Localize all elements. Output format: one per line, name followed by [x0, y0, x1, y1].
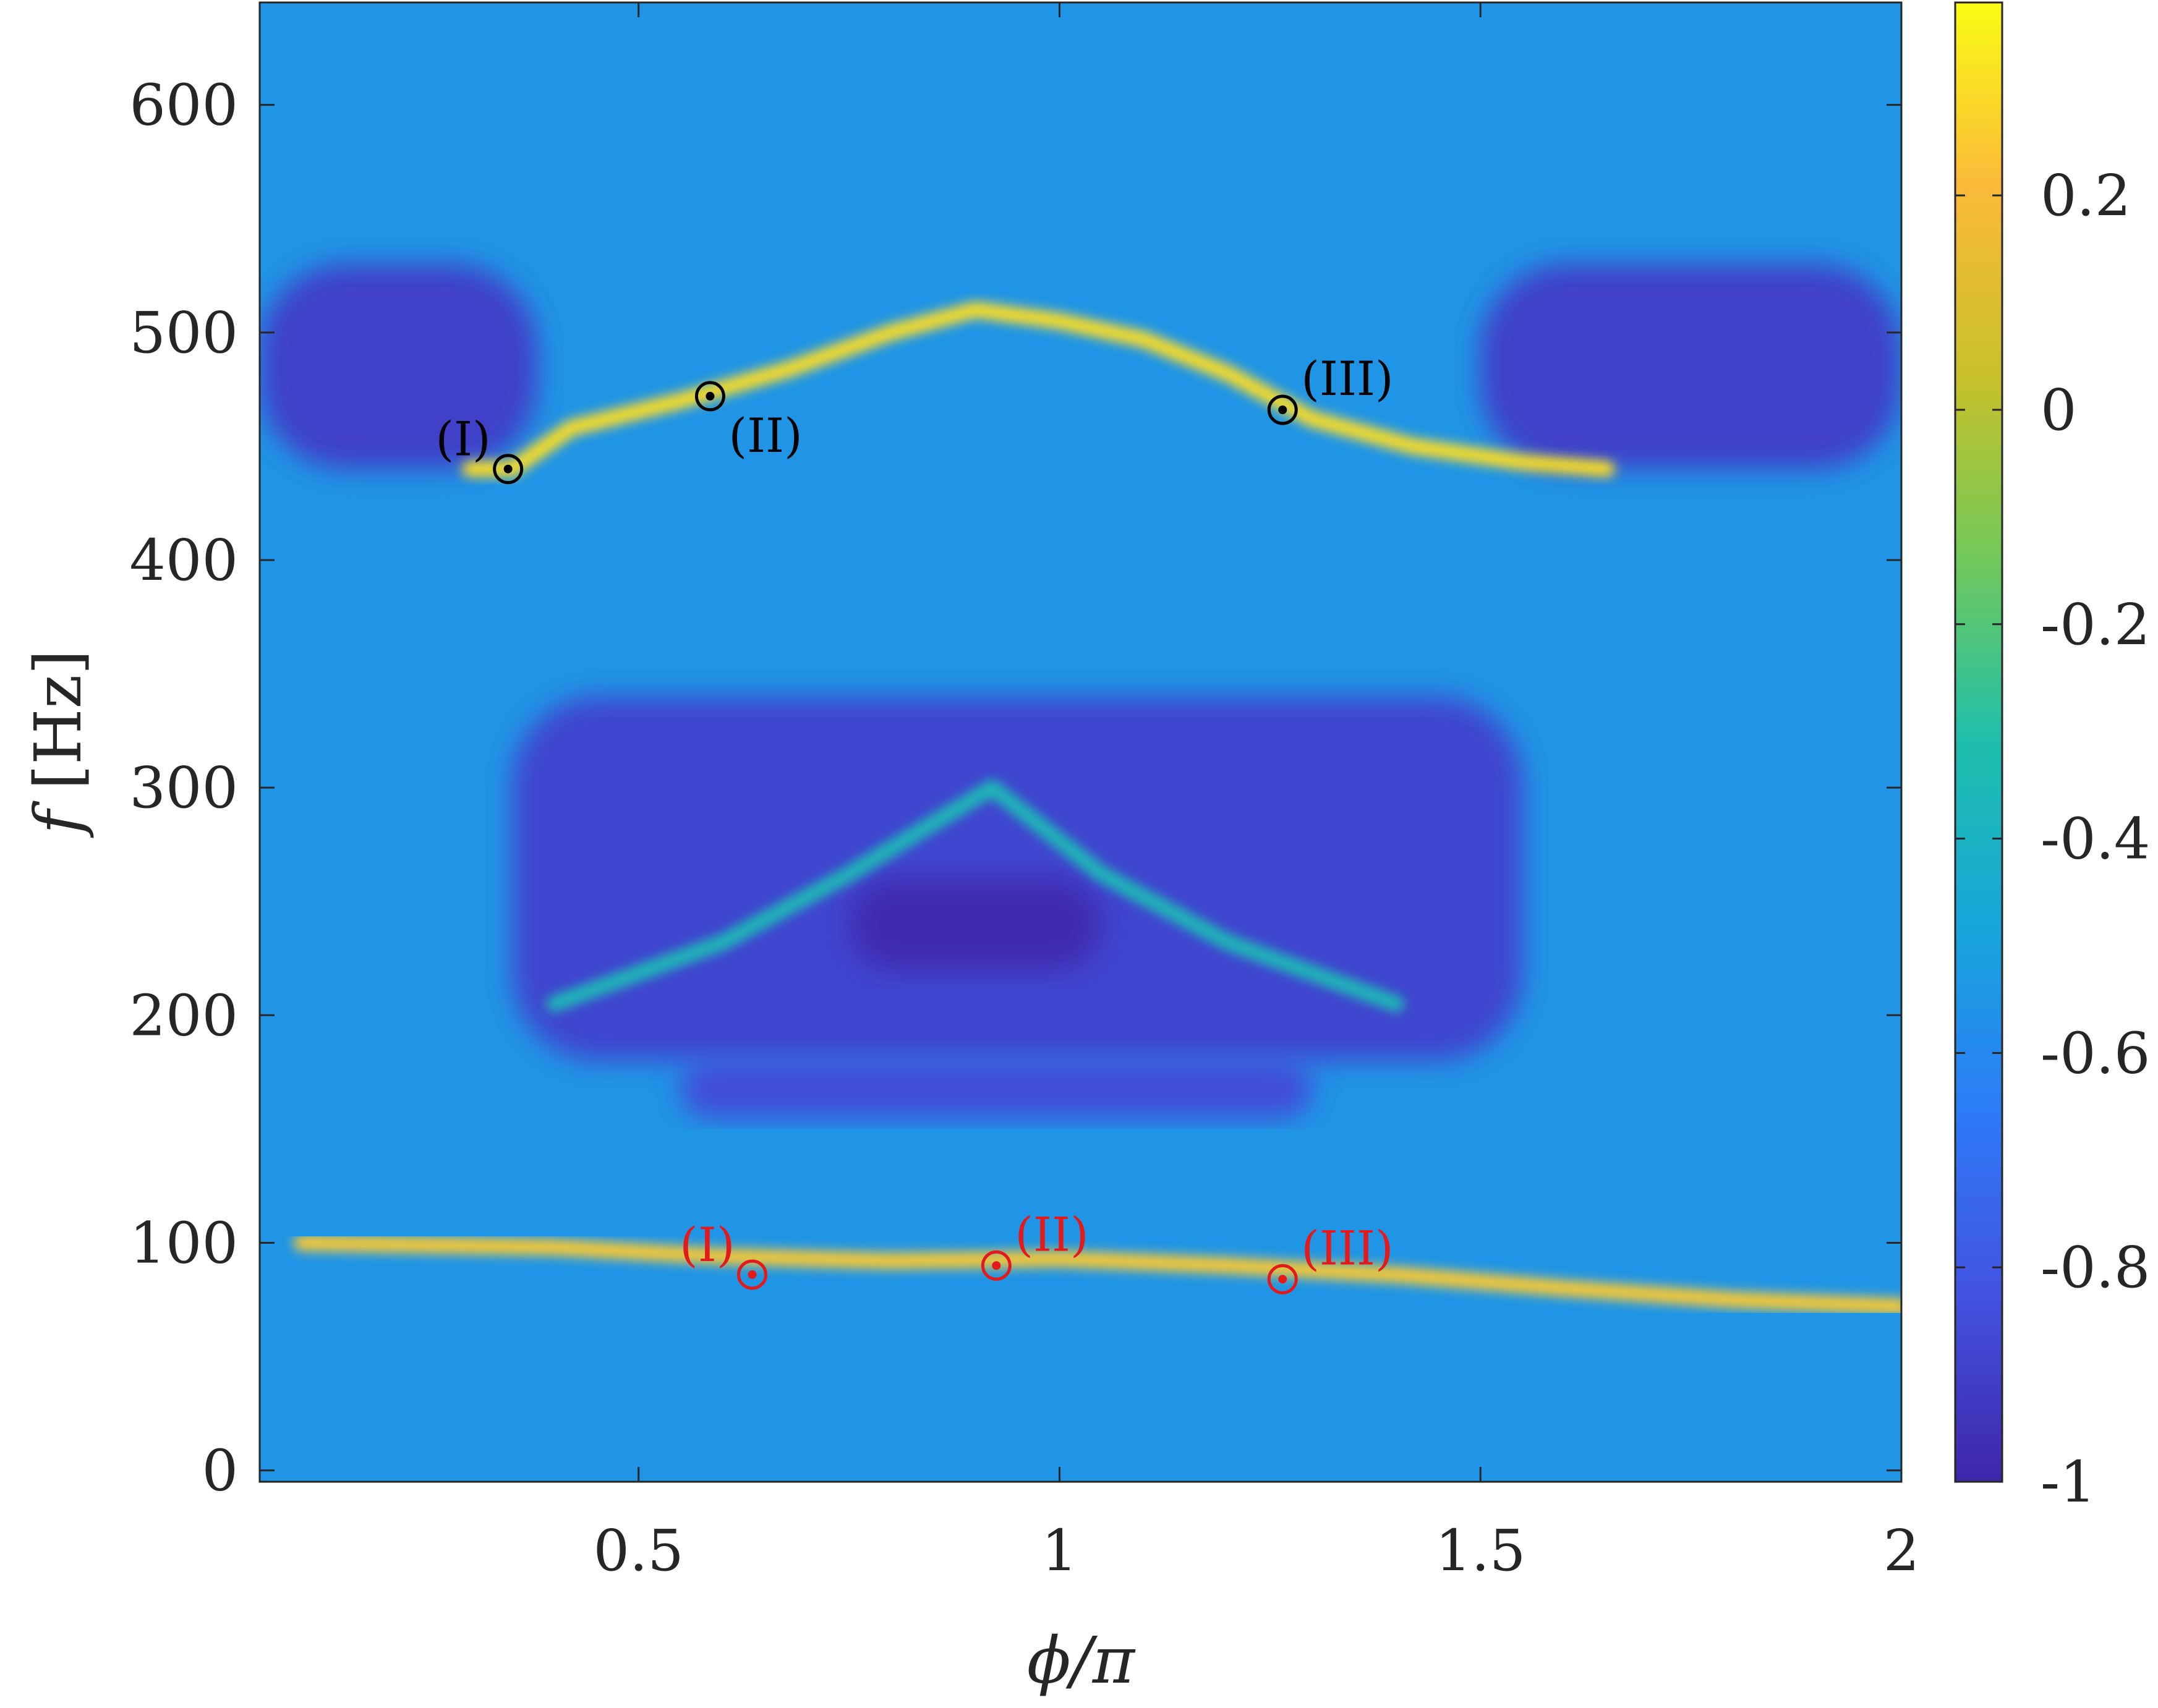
x-tick-label: 1.5 [1435, 1518, 1525, 1584]
annotation-marker: (II) [694, 381, 803, 463]
y-tick-label: 0 [202, 1438, 238, 1504]
svg-text:f [Hz]: f [Hz] [20, 650, 96, 838]
colorbar-tick-label: -0.4 [2041, 806, 2150, 872]
annotation-ring [981, 1250, 1012, 1281]
colorbar-tick-label: 0 [2041, 377, 2077, 443]
annotation-marker: (III) [1267, 351, 1394, 425]
annotation-ring [1267, 394, 1298, 425]
annotation-marker: (I) [680, 1217, 767, 1290]
colorbar-tick-label: -0.8 [2041, 1234, 2150, 1301]
colorbar-ticks: -1 -0.8 -0.6 -0.4 -0.2 0 0.2 [1955, 163, 2150, 1515]
dark-region-0 [260, 264, 538, 469]
colorbar-tick-label: -0.6 [2041, 1020, 2150, 1086]
bright-curve-1 [294, 1234, 1901, 1315]
colorbar-tick-label: -1 [2041, 1449, 2096, 1515]
x-axis-label: ϕ/π [1027, 1623, 1136, 1698]
annotation-dot [992, 1261, 1001, 1270]
bright-curve-0 [462, 302, 1615, 477]
colorbar-scale [1954, 1, 2003, 1483]
colorbar: -1 -0.8 -0.6 -0.4 -0.2 0 0.2 [1954, 1, 2150, 1515]
annotation-label: (II) [1015, 1207, 1088, 1262]
plot-area [258, 1, 1903, 1483]
x-tick-label: 1 [1041, 1518, 1078, 1584]
annotation-marker: (III) [1267, 1220, 1394, 1294]
annotation-dot [503, 464, 513, 474]
colorbar-tick-label: 0.2 [2041, 163, 2131, 229]
annotation-label: (III) [1301, 1220, 1393, 1275]
dark-region-1 [1480, 264, 1901, 469]
y-tick-label: 500 [129, 300, 238, 366]
annotation-label: (I) [680, 1217, 735, 1272]
x-tick-label: 0.5 [594, 1518, 684, 1584]
y-tick-label: 100 [129, 1210, 238, 1276]
annotation-dot [706, 391, 715, 401]
y-tick-label: 300 [129, 755, 238, 821]
annotation-marker: (I) [435, 412, 524, 485]
annotation-label: (II) [728, 408, 802, 463]
bright-curve-2 [546, 780, 1405, 1012]
annotation-dot [748, 1270, 757, 1279]
x-axis: 0.5 1 1.5 2 [594, 2, 1920, 1584]
annotation-ring [694, 381, 725, 412]
annotation-marker: (II) [981, 1207, 1089, 1281]
annotation-ring [1267, 1264, 1298, 1294]
annotations: (I) (II) (III) (I) (II) (III) [435, 351, 1394, 1294]
plot-frame [258, 1, 1903, 1483]
y-tick-label: 400 [129, 527, 238, 593]
colorbar-tick-label: -0.2 [2041, 592, 2150, 658]
y-axis-label-unit: [Hz] [20, 650, 96, 790]
annotation-label: (III) [1301, 351, 1393, 406]
y-tick-label: 600 [129, 72, 238, 138]
y-tick-label: 200 [129, 982, 238, 1048]
dark-region-4 [680, 1060, 1312, 1118]
y-axis: 0 100 200 300 400 500 600 [129, 72, 1901, 1504]
y-axis-label: f [Hz] [20, 650, 96, 838]
x-tick-label: 2 [1883, 1518, 1920, 1584]
dark-region-3 [849, 878, 1102, 970]
annotation-ring [737, 1259, 767, 1290]
annotation-label: (I) [435, 412, 490, 467]
annotation-dot [1278, 1275, 1287, 1284]
annotation-ring [493, 454, 524, 485]
annotation-dot [1278, 405, 1287, 414]
